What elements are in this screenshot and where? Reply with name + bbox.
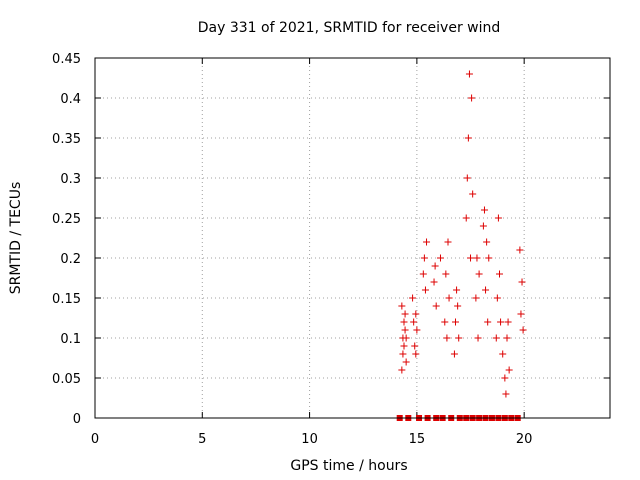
data-point [398, 302, 406, 310]
data-point [465, 70, 473, 78]
data-point [401, 326, 409, 334]
y-tick-label: 0.15 [52, 292, 81, 307]
data-point [423, 238, 431, 246]
data-point [453, 286, 461, 294]
data-point [480, 206, 488, 214]
data-point [402, 334, 410, 342]
x-tick-labels: 0 5 10 15 20 [91, 432, 533, 447]
y-tick-label: 0.25 [52, 212, 81, 227]
data-point [482, 286, 490, 294]
data-point [420, 254, 428, 262]
data-point [503, 334, 511, 342]
data-point [502, 390, 510, 398]
y-tick-label: 0.2 [60, 252, 81, 267]
data-point [463, 174, 471, 182]
data-point [483, 238, 491, 246]
y-tick-label: 0.3 [60, 172, 81, 187]
data-point [501, 374, 509, 382]
data-point [464, 134, 472, 142]
y-tick-label: 0.05 [52, 372, 81, 387]
data-point [431, 262, 439, 270]
data-point [398, 366, 406, 374]
y-tick-label: 0 [73, 412, 81, 427]
data-point [400, 318, 408, 326]
data-point [473, 254, 481, 262]
grid-lines [95, 57, 610, 418]
data-point [452, 318, 459, 326]
x-tick-label: 5 [198, 432, 206, 447]
data-point [517, 310, 525, 318]
data-points [396, 70, 527, 421]
data-point [421, 286, 429, 294]
y-tick-label: 0.45 [52, 52, 81, 67]
data-point [400, 342, 408, 350]
data-point [518, 278, 526, 286]
data-point [413, 326, 421, 334]
data-point [468, 94, 476, 102]
data-point [484, 318, 492, 326]
data-point [430, 278, 438, 286]
x-tick-label: 10 [301, 432, 318, 447]
data-point [469, 190, 477, 198]
data-point [401, 310, 409, 318]
data-point [495, 270, 503, 278]
data-point [505, 366, 513, 374]
data-point [494, 214, 502, 222]
data-point [475, 270, 483, 278]
data-point [450, 350, 458, 358]
x-tick-label: 15 [409, 432, 426, 447]
x-tick-label: 20 [516, 432, 533, 447]
data-point [410, 318, 418, 326]
data-point [474, 334, 482, 342]
data-point [479, 222, 487, 230]
data-point [467, 254, 475, 262]
data-point [432, 302, 440, 310]
data-point [454, 302, 462, 310]
data-point [499, 350, 507, 358]
y-tick-labels: 0 0.05 0.1 0.15 0.2 0.25 0.3 0.35 0.4 0.45 [52, 52, 81, 427]
x-tick-label: 0 [91, 432, 99, 447]
chart-title: Day 331 of 2021, SRMTID for receiver win… [198, 20, 501, 36]
data-point [497, 318, 505, 326]
data-point [443, 334, 451, 342]
data-point [492, 334, 500, 342]
data-point [441, 318, 449, 326]
plot-frame [94, 57, 611, 419]
data-point [399, 350, 407, 358]
data-point [442, 270, 450, 278]
y-tick-label: 0.1 [60, 332, 81, 347]
data-point [455, 334, 463, 342]
data-point [409, 294, 417, 302]
data-point [436, 254, 444, 262]
y-tick-label: 0.4 [60, 92, 81, 107]
data-point [412, 350, 420, 358]
y-axis-title: SRMTID / TECUs [8, 182, 24, 295]
data-point [402, 358, 410, 366]
data-point [504, 318, 512, 326]
data-point [462, 214, 470, 222]
x-axis-title: GPS time / hours [290, 458, 407, 474]
data-point [445, 294, 453, 302]
axis-ticks [94, 57, 610, 419]
data-point [411, 342, 419, 350]
data-point [485, 254, 493, 262]
data-point [493, 294, 501, 302]
data-point [516, 246, 524, 254]
data-point [472, 294, 480, 302]
data-point [444, 238, 452, 246]
data-point [519, 326, 527, 334]
data-point [412, 310, 420, 318]
data-point [419, 270, 427, 278]
y-tick-label: 0.35 [52, 132, 81, 147]
